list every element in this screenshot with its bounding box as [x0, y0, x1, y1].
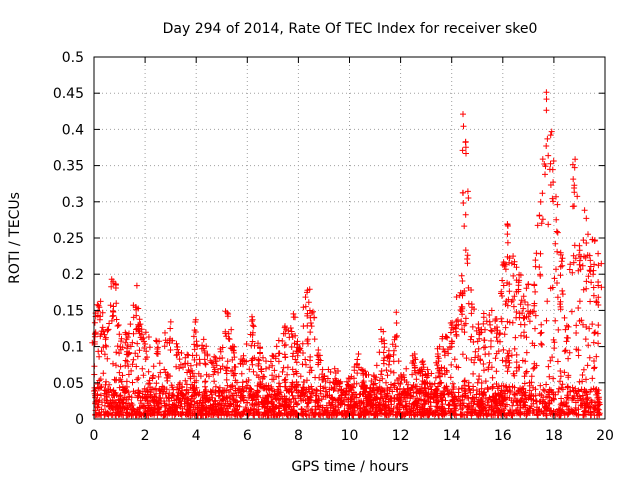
y-tick-label: 0.4	[62, 122, 84, 138]
y-tick-label: 0.45	[53, 86, 84, 102]
y-tick-label: 0.35	[53, 159, 84, 175]
grid	[94, 57, 605, 419]
x-tick-label: 16	[494, 428, 512, 444]
y-tick-label: 0	[75, 412, 84, 428]
chart-title: Day 294 of 2014, Rate Of TEC Index for r…	[163, 21, 538, 37]
axis-ticks	[93, 56, 606, 420]
x-tick-labels: 0 2 4 6 8 10 12 14 16 18 20	[90, 428, 614, 444]
roti-markers	[89, 89, 605, 419]
y-tick-label: 0.15	[53, 303, 84, 319]
x-axis-label: GPS time / hours	[291, 459, 408, 475]
data-points	[89, 89, 605, 419]
x-tick-label: 0	[90, 428, 99, 444]
x-tick-label: 4	[192, 428, 201, 444]
x-tick-label: 18	[545, 428, 563, 444]
y-tick-label: 0.25	[53, 231, 84, 247]
x-tick-label: 12	[392, 428, 410, 444]
x-tick-label: 20	[596, 428, 614, 444]
y-axis-label: ROTI / TECUs	[7, 192, 23, 284]
y-tick-label: 0.5	[62, 50, 84, 66]
x-tick-label: 14	[443, 428, 461, 444]
y-tick-labels: 0 0.05 0.1 0.15 0.2 0.25 0.3 0.35 0.4 0.45 0.5	[53, 50, 84, 428]
x-tick-label: 10	[341, 428, 359, 444]
x-tick-label: 2	[141, 428, 150, 444]
x-tick-label: 8	[294, 428, 303, 444]
y-tick-label: 0.1	[62, 340, 84, 356]
y-tick-label: 0.2	[62, 267, 84, 283]
x-tick-label: 6	[243, 428, 252, 444]
y-tick-label: 0.05	[53, 376, 84, 392]
y-tick-label: 0.3	[62, 195, 84, 211]
